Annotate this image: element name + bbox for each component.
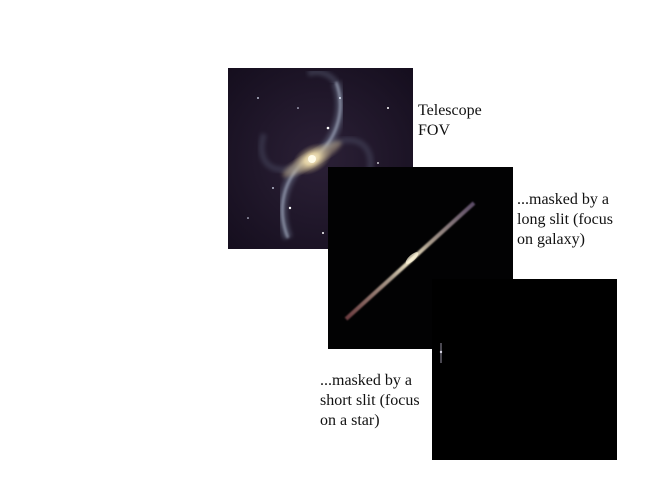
telescope-fov-image xyxy=(228,68,413,249)
caption-line: long slit (focus xyxy=(517,211,613,228)
caption-line: on galaxy) xyxy=(517,231,585,248)
caption-line: short slit (focus xyxy=(320,392,420,409)
short-slit-image xyxy=(432,279,617,460)
short-slit-caption: ...masked by a short slit (focus on a st… xyxy=(320,371,420,431)
caption-line: FOV xyxy=(418,122,451,139)
barred-spiral-galaxy-image xyxy=(228,68,413,249)
telescope-fov-caption: Telescope FOV xyxy=(418,101,482,141)
caption-line: ...masked by a xyxy=(517,191,609,208)
caption-line: Telescope xyxy=(418,102,482,119)
short-slit-mark xyxy=(432,279,617,460)
caption-line: ...masked by a xyxy=(320,372,412,389)
caption-line: on a star) xyxy=(320,412,380,429)
long-slit-caption: ...masked by a long slit (focus on galax… xyxy=(517,190,613,250)
